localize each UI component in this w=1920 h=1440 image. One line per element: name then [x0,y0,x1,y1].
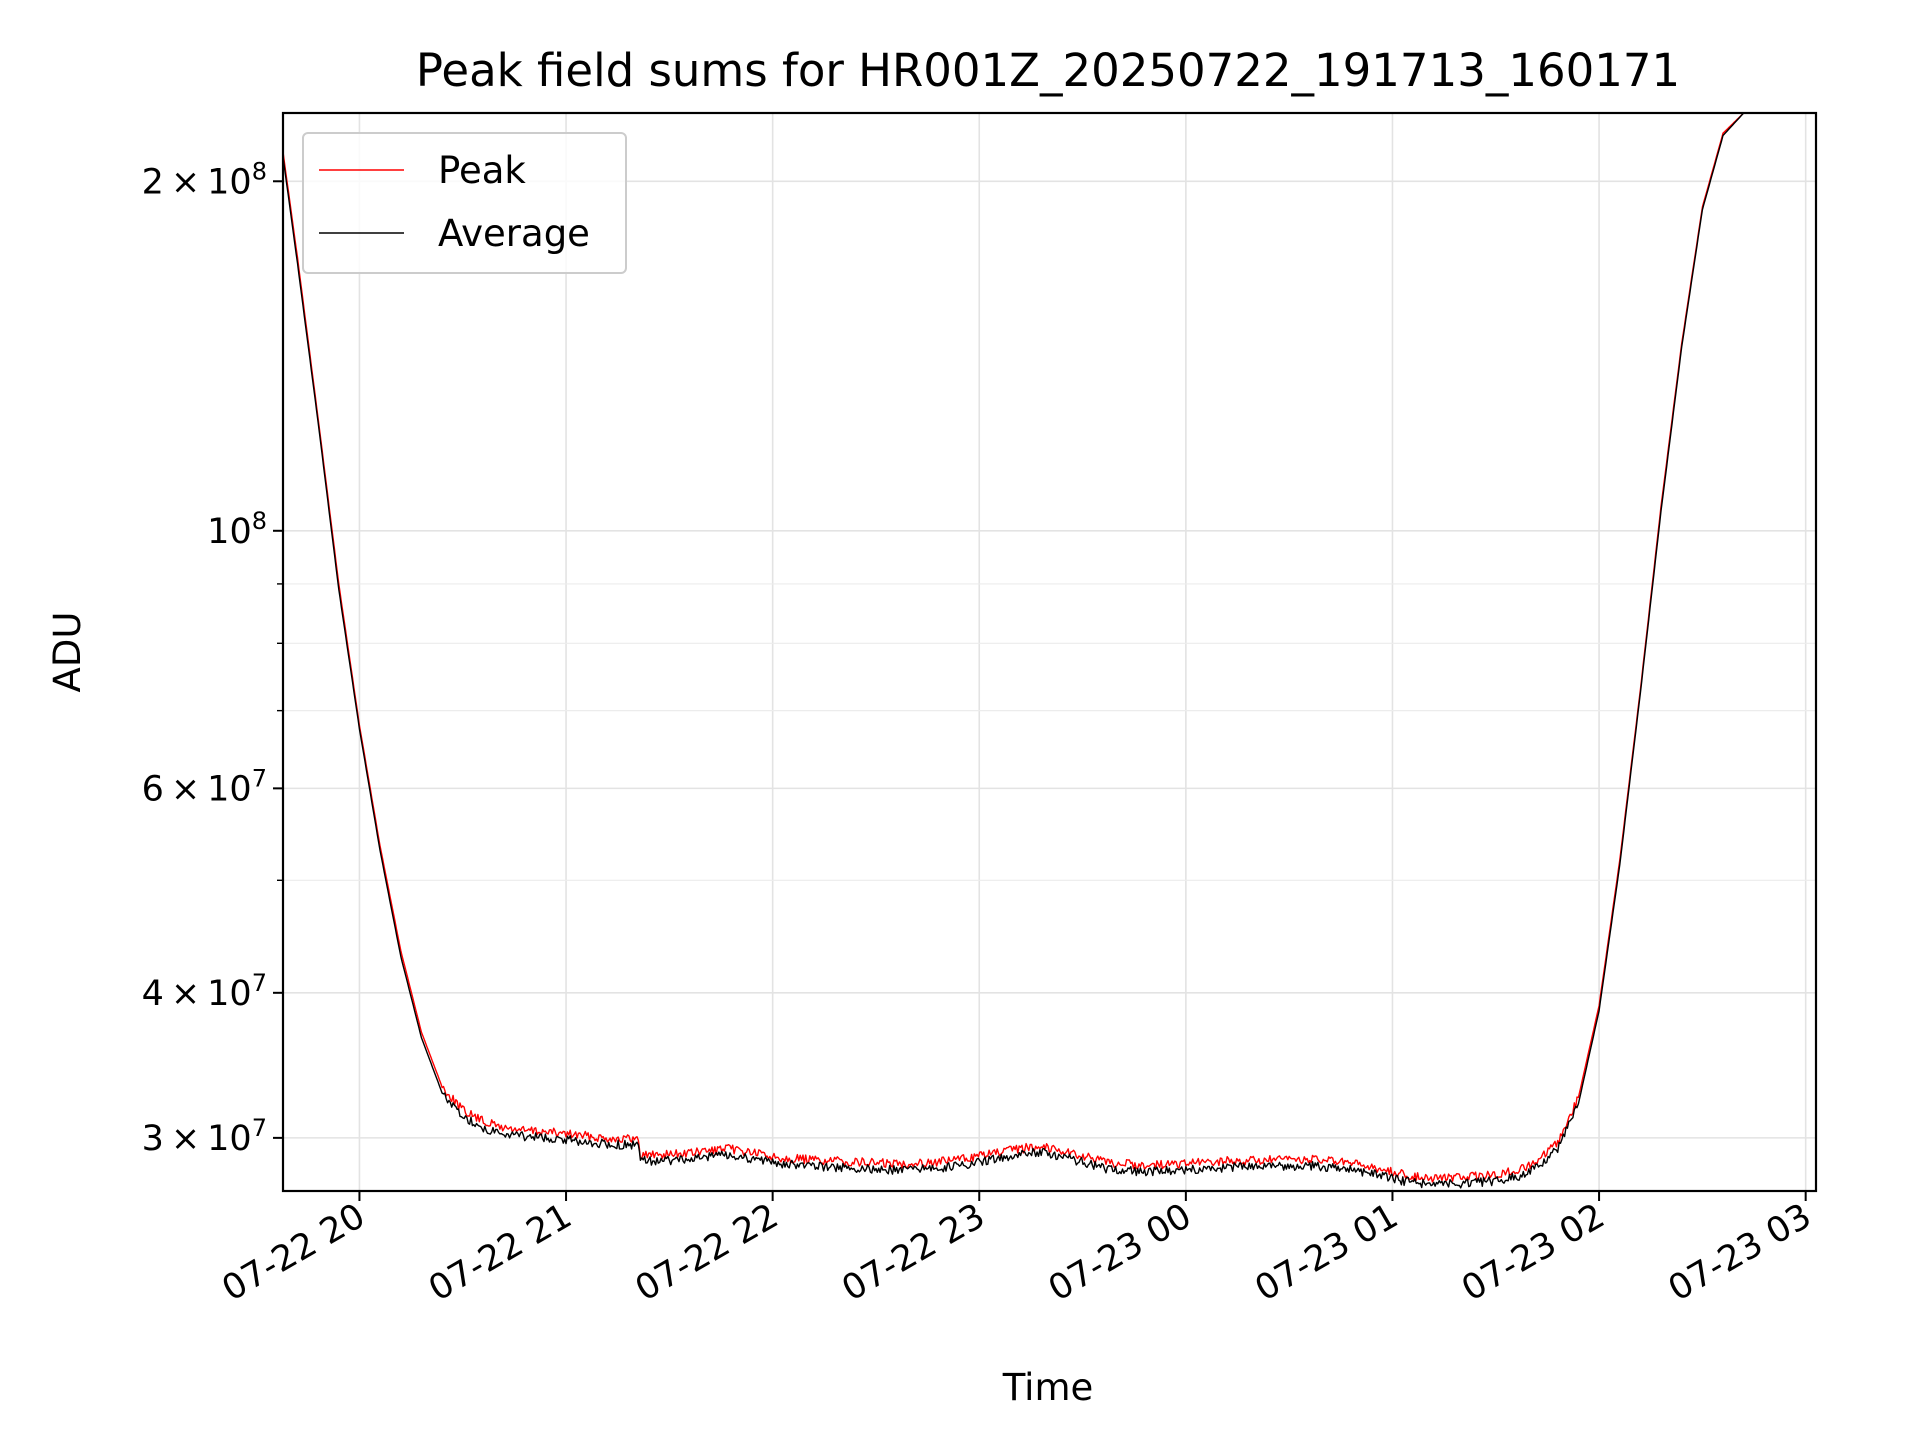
x-axis-ticks: 07-22 20 07-22 21 07-22 22 07-22 23 07-23 00… [216,1191,1818,1309]
y-tick-label: 2 × 108 [142,157,267,202]
y-axis-ticks: 2 × 108 108 6 × 107 4 × 107 3 × 107 [142,157,283,1159]
series-line-peak [282,112,1745,1183]
series-layer [282,112,1745,1189]
y-tick-label: 3 × 107 [142,1114,267,1159]
y-axis-label: ADU [46,612,89,693]
x-tick-label: 07-23 03 [1662,1196,1818,1309]
legend-label-average: Average [438,212,590,255]
legend-box [302,132,627,274]
y-tick-label: 4 × 107 [142,969,267,1014]
legend-label-peak: Peak [438,149,526,192]
x-tick-label: 07-22 23 [835,1196,991,1309]
x-tick-label: 07-22 20 [216,1196,372,1309]
x-tick-label: 07-22 21 [422,1196,578,1309]
x-tick-label: 07-23 02 [1455,1196,1611,1309]
chart-title: Peak field sums for HR001Z_20250722_1917… [416,44,1680,97]
grid [283,113,1816,1191]
x-axis-label: Time [1002,1366,1094,1409]
legend: Peak Average [302,132,627,274]
plot-frame [281,111,1818,1193]
series-line-average [282,112,1745,1189]
y-tick-label: 108 [207,507,267,552]
y-tick-label: 6 × 107 [142,764,267,809]
x-tick-label: 07-23 00 [1042,1196,1198,1309]
x-tick-label: 07-23 01 [1249,1196,1405,1309]
x-tick-label: 07-22 22 [629,1196,785,1309]
